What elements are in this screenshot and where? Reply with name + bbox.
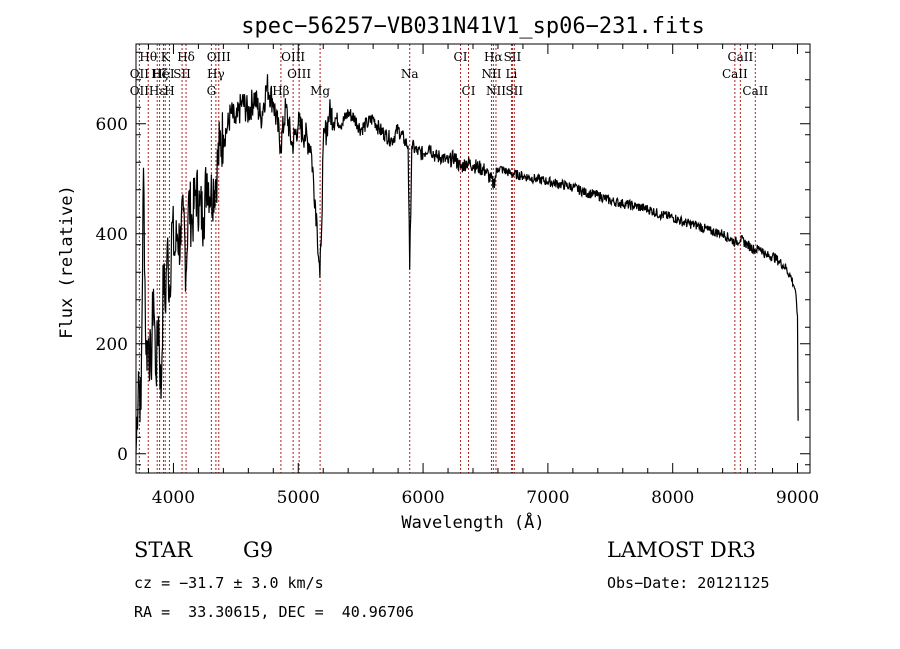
spectral-line-label: Hγ [207,67,225,81]
observation-date: Obs−Date: 20121125 [607,574,770,592]
spectral-line-label: CI [462,84,476,98]
spectral-line-label: SII [504,50,522,64]
y-tick-label: 600 [96,115,128,135]
object-subclass: G9 [243,538,274,562]
spectral-line-label: Hζ [151,67,168,81]
spectral-line-label: SII [173,67,191,81]
spectral-line-label: G [207,84,217,98]
spectral-line-label: Hδ [177,50,195,64]
y-tick-label: 0 [117,445,128,465]
spectral-line-label: OIII [281,50,305,64]
spectral-line-label: CI [454,50,468,64]
chart-title: spec−56257−VB031N41V1_sp06−231.fits [241,14,705,39]
spectral-line-label: HeI [152,67,175,81]
y-axis-label: Flux (relative) [57,185,77,339]
x-tick-label: 4000 [152,488,195,508]
spectral-line-label: H [164,84,174,98]
spectral-line-label: Hε [149,84,166,98]
y-tick-label: 200 [96,335,128,355]
x-axis-label: Wavelength (Å) [401,511,544,533]
spectral-line-label: Na [401,67,419,81]
y-tick-label: 400 [96,225,128,245]
redshift-readout: cz = −31.7 ± 3.0 km/s [134,574,324,592]
spectral-line-label: Hβ [272,84,289,98]
spectral-line-label: OII [130,84,150,98]
x-tick-label: 5000 [277,488,320,508]
spectral-line-label: Hα [484,50,503,64]
object-class: STAR [134,538,193,562]
spectral-line-label: OII [130,67,150,81]
spectral-line-label: Hθ [139,50,157,64]
coordinates-readout: RA = 33.30615, DEC = 40.96706 [134,603,414,621]
spectral-line-label: OIII [287,67,311,81]
x-tick-label: 6000 [401,488,444,508]
x-axis: 4000 5000 6000 7000 8000 9000 [147,44,819,508]
spectral-line-label: CaII [722,67,748,81]
survey-name: LAMOST DR3 [607,538,756,562]
spectral-line-label: K [161,50,171,64]
x-tick-label: 9000 [776,488,819,508]
spectral-line-label: Mg [310,84,330,98]
spectral-line-label: CaII [727,50,753,64]
x-tick-label: 7000 [526,488,569,508]
x-tick-label: 8000 [651,488,694,508]
spectrum-line [135,74,799,454]
spectral-line-label: CaII [742,84,768,98]
spectral-line-label: SII [505,84,523,98]
spectral-line-label: OIII [207,50,231,64]
y-axis: 0 200 400 600 [96,51,810,466]
spectral-line-label: NII [486,84,506,98]
spectral-line-label: Li [506,67,518,81]
spectral-line-label: NII [481,67,501,81]
